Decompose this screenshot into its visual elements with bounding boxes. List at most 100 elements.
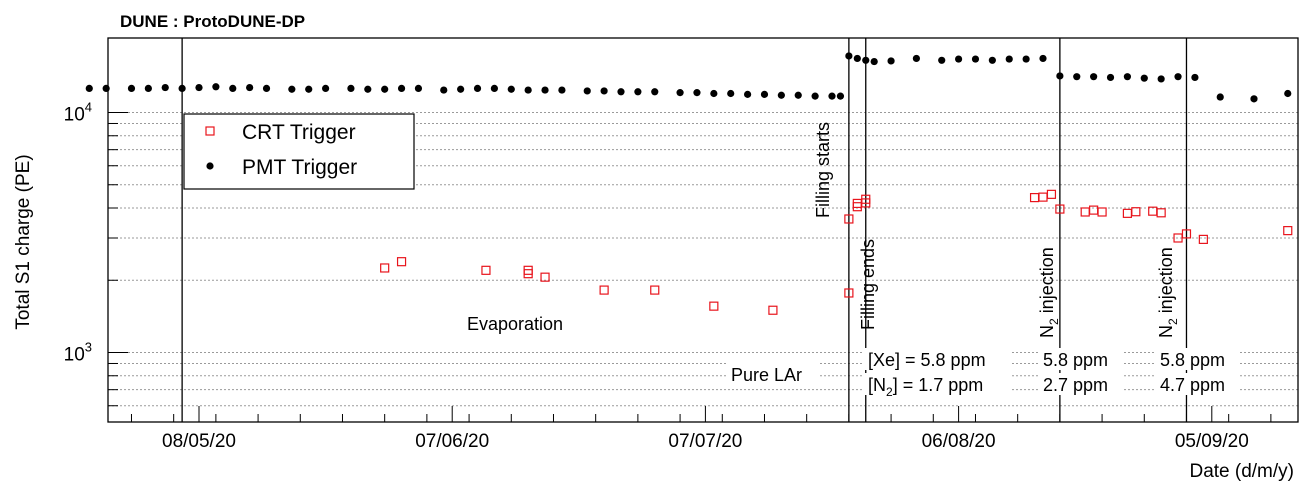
x-tick-label: 05/09/20 <box>1175 431 1249 452</box>
annotation-text: 5.8 ppm <box>1043 350 1108 370</box>
crt-point <box>844 288 854 298</box>
crt-point <box>861 194 871 204</box>
pmt-point <box>558 86 566 94</box>
pmt-point <box>347 84 355 93</box>
pmt-point <box>1106 73 1115 82</box>
legend-crt-marker <box>205 126 215 136</box>
pmt-point <box>85 84 93 93</box>
event-label: N2 injection <box>1037 247 1061 338</box>
pmt-point <box>457 85 465 93</box>
pmt-point <box>651 88 659 96</box>
annotation-bg <box>1039 348 1123 370</box>
annotation-bg <box>864 348 1012 370</box>
y-axis-label: Total S1 charge (PE) <box>13 154 34 329</box>
pmt-point <box>212 83 220 91</box>
pmt-point <box>1140 74 1148 82</box>
event-label: Filling ends <box>858 239 878 330</box>
crt-point <box>1055 204 1065 214</box>
event-label: Filling starts <box>813 122 833 218</box>
crt-point <box>540 272 550 282</box>
pmt-point <box>1090 73 1098 81</box>
annotation-text: [Xe] = 5.8 ppm <box>868 350 986 370</box>
pmt-point <box>144 84 152 93</box>
pmt-point <box>490 84 498 93</box>
pmt-point <box>1005 55 1013 63</box>
crt-point <box>768 305 778 315</box>
crt-point <box>1198 234 1208 244</box>
pmt-point <box>853 54 861 63</box>
pmt-point <box>727 89 735 98</box>
pmt-point <box>262 84 271 93</box>
pmt-point <box>744 90 752 98</box>
crt-point <box>1283 226 1293 236</box>
x-tick-label: 06/08/20 <box>922 431 996 452</box>
x-tick-label: 07/07/20 <box>668 431 742 452</box>
pmt-point <box>195 83 203 92</box>
crt-point <box>1097 207 1107 217</box>
crt-point <box>380 263 390 273</box>
plot-frame <box>107 37 1299 423</box>
legend-pmt-marker <box>206 162 214 170</box>
pmt-point <box>693 89 701 97</box>
pmt-point <box>1056 72 1064 80</box>
annotation-text: Evaporation <box>467 314 563 334</box>
crt-point <box>844 214 854 224</box>
x-tick-label: 08/05/20 <box>162 431 236 452</box>
crt-point <box>709 301 719 311</box>
pmt-point <box>634 88 642 96</box>
pmt-point <box>440 86 448 94</box>
pmt-point <box>955 55 963 63</box>
legend-crt-label: CRT Trigger <box>242 121 356 144</box>
vline-labels: Filling starts Filling ends N2 injection N2… <box>813 122 1180 338</box>
pmt-point <box>178 84 186 93</box>
pmt-point <box>600 87 608 95</box>
x-axis-label: Date (d/m/y) <box>1189 461 1294 482</box>
pmt-point <box>364 85 372 93</box>
pmt-point <box>938 56 946 64</box>
annotation-bg <box>1156 373 1240 395</box>
legend: CRT Trigger PMT Trigger <box>183 113 415 190</box>
pmt-point <box>845 52 853 60</box>
pmt-point <box>870 57 878 66</box>
pmt-point <box>246 83 254 92</box>
pmt-point <box>1157 75 1165 83</box>
pmt-point <box>794 91 802 99</box>
pmt-point <box>583 87 591 95</box>
pmt-point <box>288 85 296 93</box>
annotation-text: [N2] = 1.7 ppm <box>868 375 983 399</box>
pmt-point <box>1191 73 1199 82</box>
pmt-point <box>1216 93 1224 101</box>
pmt-point <box>161 83 169 92</box>
pmt-point <box>836 92 845 100</box>
pmt-point <box>229 84 237 93</box>
annotation-bg <box>727 363 819 385</box>
pmt-point <box>1123 73 1131 81</box>
pmt-point <box>971 55 980 63</box>
annotation-bg <box>1156 348 1240 370</box>
pmt-point <box>777 91 785 99</box>
annotation-text: 2.7 ppm <box>1043 375 1108 395</box>
annotation-bg <box>1039 373 1123 395</box>
pmt-point <box>887 57 895 65</box>
pmt-point <box>397 84 406 93</box>
crt-point <box>1156 208 1166 218</box>
pmt-point <box>322 84 330 93</box>
crt-point <box>523 265 533 275</box>
pmt-point <box>828 92 836 100</box>
axis-ticks <box>108 112 1272 422</box>
legend-box <box>183 113 415 190</box>
pmt-point <box>1250 95 1258 103</box>
annotation-text: Pure LAr <box>731 365 802 385</box>
pmt-point <box>1039 54 1047 63</box>
data-points <box>85 52 1293 315</box>
tick-labels: 08/05/20 07/06/20 07/07/20 06/08/20 05/09/20… <box>64 100 1249 453</box>
annotations: Evaporation Pure LAr [Xe] = 5.8 ppm [N2] = … <box>467 314 1240 399</box>
pmt-point <box>305 85 313 93</box>
pmt-point <box>1284 89 1292 98</box>
crt-point <box>599 285 609 295</box>
crt-point <box>481 265 491 275</box>
pmt-point <box>507 85 515 93</box>
pmt-point <box>760 90 769 98</box>
annotation-text: 4.7 ppm <box>1160 375 1225 395</box>
